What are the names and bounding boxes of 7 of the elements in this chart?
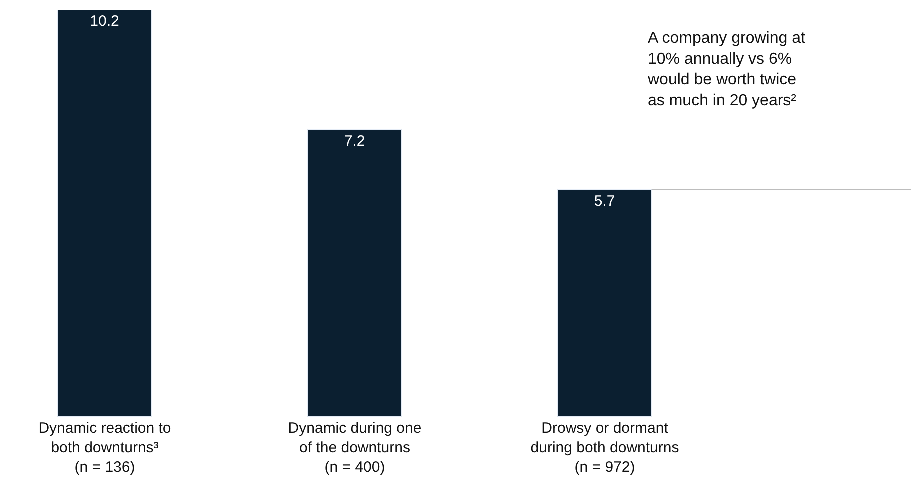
data-label: 10.2: [90, 12, 120, 30]
annotation: A company growing at 10% annually vs 6% would be worth twice as much in 20 years²: [647, 30, 806, 110]
x-tick-label: Dynamic reaction to both downturns³ (n = 136): [38, 420, 172, 476]
data-label: 7.2: [344, 132, 366, 150]
data-label: 5.7: [594, 192, 616, 210]
x-tick-label: Drowsy or dormant during both downturns (n = 972): [530, 420, 680, 476]
x-tick-label: Dynamic during one of the downturns (n = 400): [288, 420, 422, 476]
